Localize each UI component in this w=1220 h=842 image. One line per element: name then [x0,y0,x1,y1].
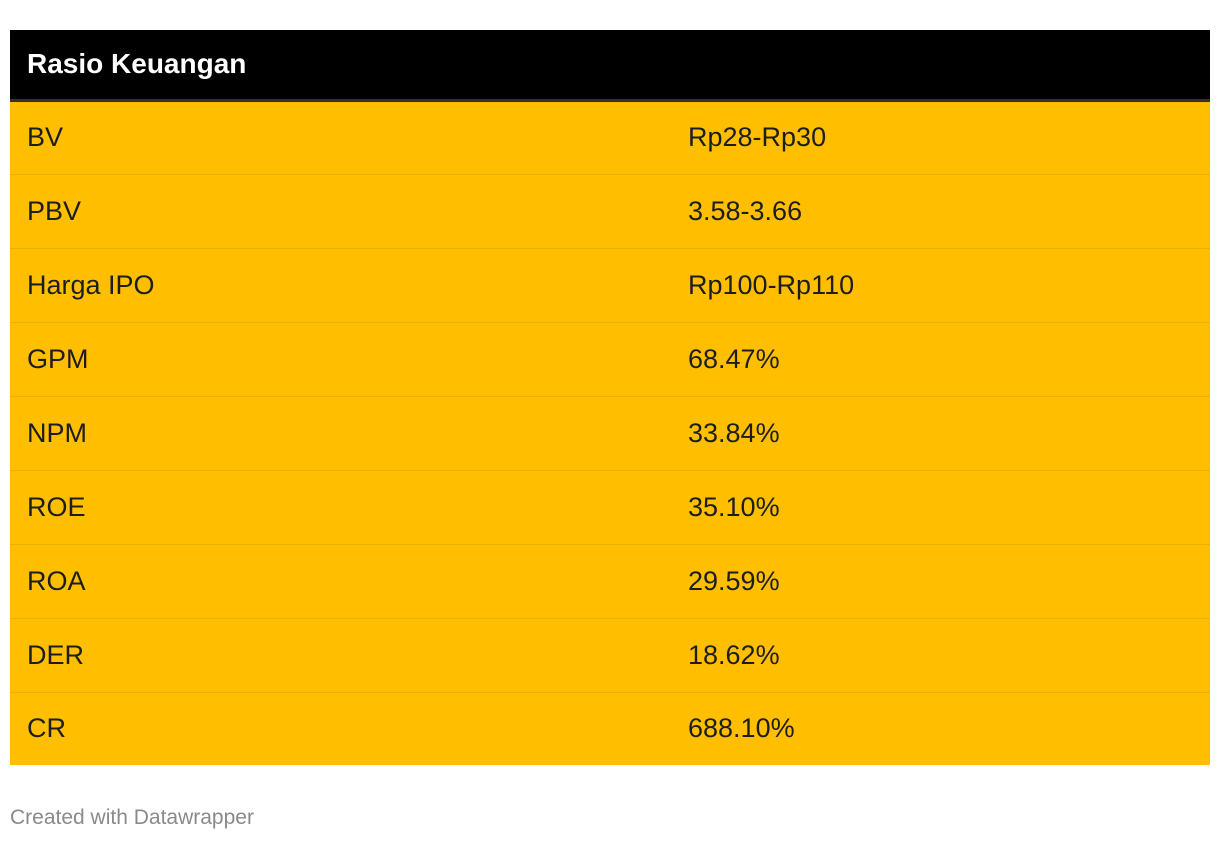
row-label-cell: ROA [10,544,671,619]
row-value-cell: Rp100-Rp110 [671,248,1210,323]
header-cell-value [671,30,1210,102]
row-label-cell: ROE [10,470,671,545]
table-body: BV Rp28-Rp30 PBV 3.58-3.66 Harga IPO Rp100-Rp… [10,100,1210,765]
header-row: Rasio Keuangan [10,30,1210,102]
row-label-cell: PBV [10,174,671,249]
financial-ratio-table: Rasio Keuangan BV Rp28-Rp30 PBV 3.58-3.66 Ha… [10,30,1210,765]
row-label-cell: Harga IPO [10,248,671,323]
row-value-cell: Rp28-Rp30 [671,100,1210,175]
row-value-cell: 29.59% [671,544,1210,619]
table-header: Rasio Keuangan [10,30,1210,102]
table-row: BV Rp28-Rp30 [10,100,1210,175]
table-row: DER 18.62% [10,618,1210,693]
row-value-cell: 688.10% [671,692,1210,765]
footer-credit: Created with Datawrapper [10,806,254,829]
row-value-cell: 68.47% [671,322,1210,397]
table-row: CR 688.10% [10,692,1210,765]
header-cell-metric: Rasio Keuangan [10,30,671,102]
table-row: PBV 3.58-3.66 [10,174,1210,249]
row-value-cell: 33.84% [671,396,1210,471]
table-row: ROE 35.10% [10,470,1210,545]
row-label-cell: BV [10,100,671,175]
table-container: Rasio Keuangan BV Rp28-Rp30 PBV 3.58-3.66 Ha… [10,30,1210,765]
row-value-cell: 18.62% [671,618,1210,693]
table-row: Harga IPO Rp100-Rp110 [10,248,1210,323]
row-value-cell: 3.58-3.66 [671,174,1210,249]
row-label-cell: GPM [10,322,671,397]
table-row: NPM 33.84% [10,396,1210,471]
row-label-cell: NPM [10,396,671,471]
table-row: GPM 68.47% [10,322,1210,397]
row-value-cell: 35.10% [671,470,1210,545]
row-label-cell: DER [10,618,671,693]
row-label-cell: CR [10,692,671,765]
table-row: ROA 29.59% [10,544,1210,619]
